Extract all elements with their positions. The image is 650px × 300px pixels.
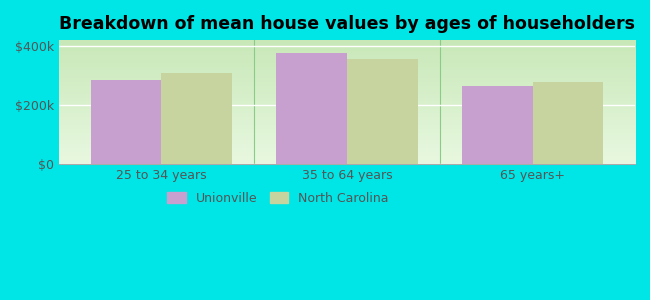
Bar	[161, 73, 232, 164]
Bar	[90, 80, 161, 164]
Bar	[533, 82, 603, 164]
Title: Breakdown of mean house values by ages of householders: Breakdown of mean house values by ages o…	[59, 15, 635, 33]
Bar	[462, 86, 533, 164]
Bar	[276, 53, 347, 164]
Bar	[347, 59, 417, 164]
Legend: Unionville, North Carolina: Unionville, North Carolina	[162, 187, 394, 210]
